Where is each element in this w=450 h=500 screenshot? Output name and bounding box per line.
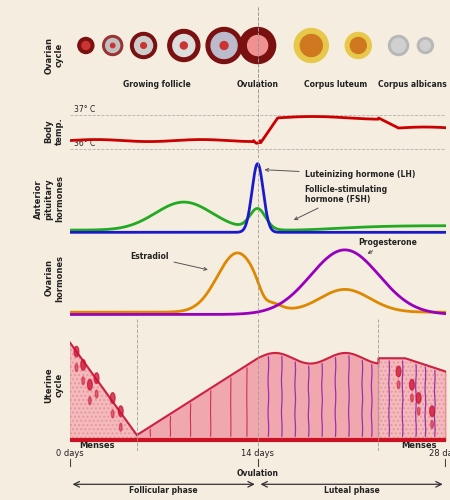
Ellipse shape [220,42,228,50]
Ellipse shape [416,392,421,404]
Ellipse shape [206,28,242,64]
Ellipse shape [94,373,99,384]
Ellipse shape [82,42,90,50]
Ellipse shape [119,423,122,431]
Ellipse shape [252,31,263,42]
Ellipse shape [246,47,256,57]
Ellipse shape [173,34,195,56]
Ellipse shape [110,392,115,404]
Ellipse shape [130,32,157,58]
Text: Ovulation: Ovulation [237,469,279,478]
Ellipse shape [410,394,413,402]
Text: Luteinizing hormone (LH): Luteinizing hormone (LH) [266,168,415,179]
Ellipse shape [211,32,237,58]
Ellipse shape [417,38,433,54]
Text: Ovarian
hormones: Ovarian hormones [45,254,64,302]
Ellipse shape [239,28,275,64]
Ellipse shape [135,36,153,54]
Text: Ovarian
cycle: Ovarian cycle [45,36,64,74]
Ellipse shape [180,42,187,49]
Ellipse shape [350,38,366,54]
Ellipse shape [388,36,409,56]
Ellipse shape [396,366,401,377]
Ellipse shape [111,410,114,418]
Text: 36° C: 36° C [74,139,95,148]
Text: Luteal phase: Luteal phase [324,486,379,495]
Ellipse shape [300,34,322,56]
Text: Progesterone: Progesterone [358,238,417,254]
Text: Follicular phase: Follicular phase [130,486,198,495]
Ellipse shape [410,380,414,390]
Text: Anterior
pituitary
hormones: Anterior pituitary hormones [34,176,64,222]
Text: Menses: Menses [79,440,114,450]
Ellipse shape [103,36,123,56]
Ellipse shape [252,50,263,59]
Ellipse shape [141,42,146,48]
Ellipse shape [397,381,400,388]
Ellipse shape [294,28,328,62]
Text: Corpus luteum: Corpus luteum [304,80,367,89]
Ellipse shape [81,360,86,370]
Ellipse shape [88,380,92,390]
Text: Uterine
cycle: Uterine cycle [45,367,64,402]
Ellipse shape [78,38,94,54]
Text: Ovulation: Ovulation [237,80,279,89]
Ellipse shape [431,420,433,428]
Text: 0 days: 0 days [56,449,84,458]
Text: Follicle-stimulating
hormone (FSH): Follicle-stimulating hormone (FSH) [295,184,388,220]
Ellipse shape [111,44,115,48]
Ellipse shape [262,40,272,50]
Ellipse shape [106,38,120,52]
Text: 37° C: 37° C [74,105,95,114]
Ellipse shape [95,390,98,398]
Ellipse shape [168,30,200,62]
Text: Growing follicle: Growing follicle [123,80,191,89]
Text: 14 days: 14 days [241,449,274,458]
Text: Estradiol: Estradiol [130,252,207,270]
Ellipse shape [82,377,85,385]
Ellipse shape [74,346,79,357]
Ellipse shape [248,36,268,56]
Ellipse shape [89,396,91,404]
Ellipse shape [75,364,78,372]
Ellipse shape [259,47,269,57]
Ellipse shape [392,38,405,52]
Ellipse shape [259,34,269,44]
Ellipse shape [417,408,420,415]
Text: Menses: Menses [401,440,436,450]
Ellipse shape [243,40,253,50]
Ellipse shape [246,34,256,44]
Ellipse shape [430,406,434,416]
Ellipse shape [420,40,430,50]
Text: Corpus albicans: Corpus albicans [378,80,446,89]
Text: Body
temp.: Body temp. [45,118,64,145]
Ellipse shape [118,406,123,416]
Ellipse shape [345,32,371,58]
Text: 28 days: 28 days [429,449,450,458]
